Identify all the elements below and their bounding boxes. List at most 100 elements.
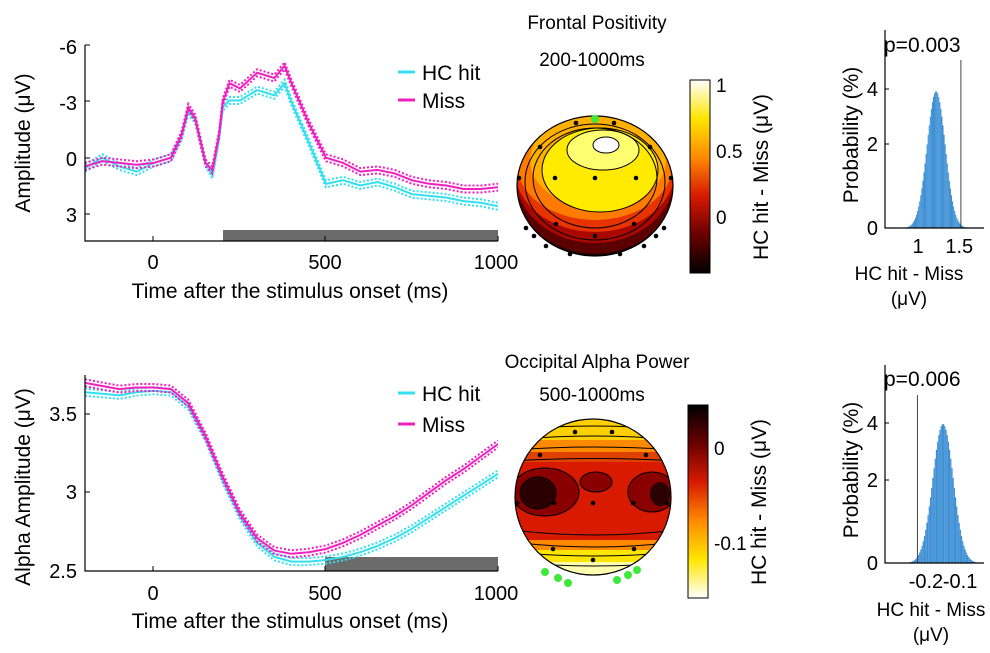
topo-occipital-title: Occipital Alpha Power <box>505 352 690 373</box>
hist-top-ytick-label: 0 <box>867 218 878 240</box>
topo-occipital-cblabel: HC hit - Miss (μV) <box>748 419 771 585</box>
histogram-bar <box>911 223 913 228</box>
histogram-bar <box>944 144 946 228</box>
histogram-bar <box>934 93 936 228</box>
histogram-bar <box>927 514 929 563</box>
series-line-miss <box>85 381 498 555</box>
histogram-bar <box>959 529 961 563</box>
hist-top-pvalue: p=0.003 <box>884 34 961 57</box>
hist-bottom-xtick-label: -0.1 <box>943 571 977 593</box>
histogram-bar <box>965 552 967 563</box>
alpha-xtick-label: 1000 <box>474 583 519 605</box>
series-band-miss <box>85 385 498 559</box>
erp-legend: HC hit Miss <box>398 62 481 113</box>
histogram-bar <box>916 214 918 228</box>
topo-occipital-electrodes <box>514 429 670 563</box>
histogram-bar <box>914 217 917 228</box>
hist-bottom-pvalue: p=0.006 <box>884 368 961 391</box>
histogram-bar <box>943 134 945 228</box>
histogram-bar <box>914 559 916 563</box>
histogram-bar <box>932 477 934 563</box>
hist-top-ytick-label: 4 <box>867 79 878 101</box>
histogram-bar <box>922 180 924 228</box>
histogram-bar <box>911 561 914 563</box>
histogram-bar <box>954 210 956 228</box>
topo-frontal-map <box>517 116 673 256</box>
series-band-miss <box>85 378 498 552</box>
alpha-ytick-label: 3 <box>66 482 77 504</box>
legend-label-hc-hit: HC hit <box>422 383 481 406</box>
erp-ytick-label: -6 <box>59 37 77 59</box>
alpha-ytick-label: 2.5 <box>49 561 77 583</box>
histogram-bar <box>925 154 927 228</box>
alpha-xtick-label: 0 <box>147 583 158 605</box>
histogram-bar <box>953 206 955 228</box>
histogram-bar <box>937 441 939 563</box>
histogram-bar <box>956 506 958 563</box>
histogram-bar <box>928 506 930 563</box>
histogram-bar <box>917 210 919 228</box>
erp-xlabel: Time after the stimulus onset (ms) <box>132 280 449 303</box>
histogram-bar <box>926 144 928 228</box>
histogram-bar <box>926 522 928 563</box>
histogram-bar <box>922 541 924 563</box>
histogram-bar <box>909 225 911 228</box>
histogram-bar <box>919 552 921 563</box>
histogram-bar <box>962 541 964 563</box>
histogram-bar <box>938 96 940 228</box>
alpha-xlabel: Time after the stimulus onset (ms) <box>132 610 449 633</box>
histogram-bar <box>949 188 951 228</box>
histogram-bar <box>908 226 910 228</box>
histogram-bar <box>954 497 957 563</box>
histogram-bar <box>950 195 953 228</box>
histogram-bar <box>958 222 960 228</box>
histogram-bar <box>944 426 946 563</box>
topo-frontal-sig-electrode <box>591 115 599 123</box>
topo-occipital-window: 500-1000ms <box>539 385 645 406</box>
histogram-bar <box>960 535 963 563</box>
histogram-bar <box>912 222 914 228</box>
alpha-legend: HC hit Miss <box>398 383 481 437</box>
histogram-bar <box>929 116 931 228</box>
hist-bottom-bars <box>907 424 979 563</box>
hist-top-xlabel: HC hit - Miss <box>855 264 964 285</box>
histogram-bar <box>941 424 944 563</box>
histogram-bar <box>948 180 950 228</box>
legend-label-hc-hit: HC hit <box>422 62 481 85</box>
histogram-bar <box>939 102 941 228</box>
erp-axes <box>84 45 498 242</box>
histogram-bar <box>910 224 912 228</box>
topo-occipital-colorbar <box>687 404 709 599</box>
legend-label-miss: Miss <box>422 414 465 437</box>
histogram-bar <box>942 125 944 228</box>
hist-bottom-ylabel: Probability (%) <box>840 402 863 539</box>
topo-occipital: Occipital Alpha Power 500-1000ms <box>505 352 771 599</box>
topo-occipital-cbtick: 0 <box>714 439 725 460</box>
erp-xtick-label: 0 <box>147 252 158 274</box>
histogram-bar <box>934 458 936 563</box>
histogram-bar <box>968 557 970 563</box>
hist-top-panel: p=0.003 4 2 0 1 1.5 HC hit - Miss (μV) P… <box>840 30 984 310</box>
histogram-bar <box>930 108 932 228</box>
topo-frontal: Frontal Positivity 200-1000ms <box>516 13 773 274</box>
hist-bottom-ytick-label: 2 <box>867 470 878 492</box>
histogram-bar <box>921 188 923 228</box>
histogram-bar <box>945 429 947 563</box>
hist-top-xlabel-unit: (μV) <box>891 289 927 310</box>
histogram-bar <box>963 545 965 563</box>
histogram-bar <box>947 172 949 228</box>
histogram-bar <box>924 163 926 228</box>
histogram-bar <box>918 206 920 228</box>
histogram-bar <box>931 102 933 228</box>
histogram-bar <box>970 559 972 563</box>
histogram-bar <box>940 108 942 228</box>
histogram-bar <box>933 468 935 563</box>
histogram-bar <box>949 449 951 563</box>
histogram-bar <box>917 555 920 563</box>
histogram-bar <box>950 458 952 563</box>
alpha-series-group <box>85 378 498 567</box>
legend-label-miss: Miss <box>422 90 465 113</box>
histogram-bar <box>929 497 932 563</box>
histogram-bar <box>913 560 915 563</box>
histogram-bar <box>927 134 929 228</box>
